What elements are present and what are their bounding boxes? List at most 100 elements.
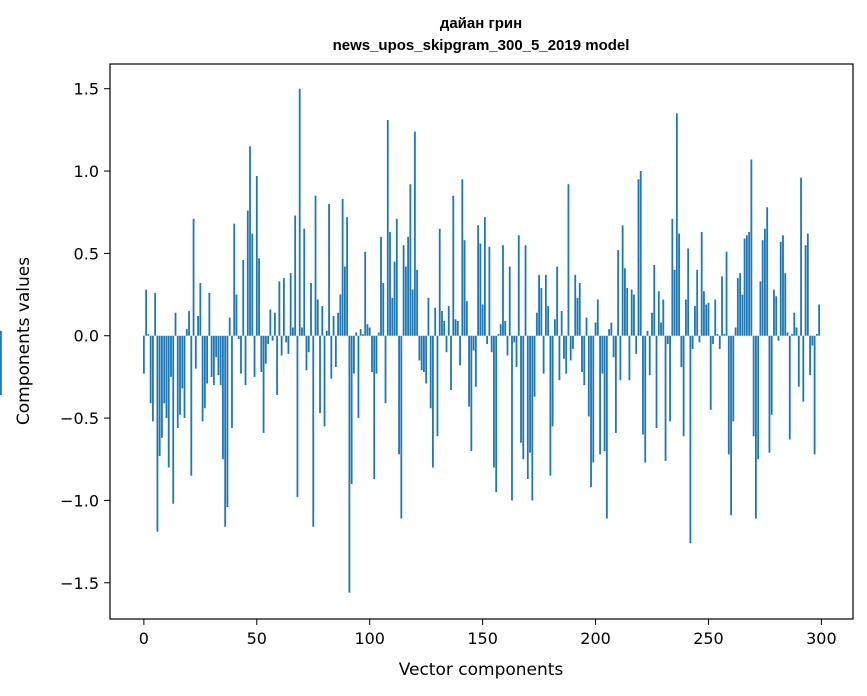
bar-32	[215, 335, 218, 358]
bar-197	[587, 335, 590, 417]
bar-173	[533, 335, 536, 397]
bar-132	[441, 311, 443, 336]
bar-221	[642, 335, 644, 435]
chart-subtitle: news_upos_skipgram_300_5_2019 model	[333, 37, 630, 54]
bar-65	[289, 273, 292, 336]
bar-259	[727, 335, 730, 455]
bar-105	[380, 236, 382, 336]
bar-277	[768, 335, 771, 453]
y-tick-label: −1.5	[60, 574, 99, 593]
bar-22	[192, 218, 195, 336]
bar-78	[319, 335, 321, 414]
y-tick-label: −0.5	[60, 409, 99, 428]
bar-128	[432, 335, 434, 468]
bar-189	[569, 335, 572, 361]
bar-248	[703, 291, 705, 336]
bar-126	[427, 297, 430, 336]
bar-113	[398, 335, 400, 455]
bar-166	[517, 235, 520, 336]
bar-53	[262, 335, 265, 433]
bar-121	[416, 269, 419, 336]
bar-74	[310, 283, 312, 336]
bar-87	[339, 294, 342, 336]
bar-205	[605, 335, 608, 519]
bar-2	[147, 334, 150, 336]
bar-162	[508, 266, 511, 336]
bar-257	[723, 334, 726, 336]
bar-185	[560, 311, 563, 336]
bar-287	[791, 334, 793, 336]
bar-8	[161, 335, 163, 438]
bar-251	[709, 335, 712, 410]
bar-210	[617, 250, 620, 336]
bar-265	[741, 294, 744, 336]
bar-165	[515, 335, 518, 368]
bar-12	[170, 335, 172, 377]
bar-108	[386, 119, 389, 336]
y-tick-label: −1.0	[60, 491, 99, 510]
bar-123	[420, 335, 423, 371]
bar-294	[806, 233, 809, 336]
y-tick-label: 1.5	[74, 80, 99, 99]
chart-title: дайан грин	[440, 15, 522, 32]
bar-279	[773, 289, 775, 336]
bar-261	[732, 335, 735, 422]
bar-24	[197, 315, 199, 336]
bar-149	[479, 243, 482, 336]
bar-13	[172, 335, 175, 504]
bar-249	[705, 304, 708, 336]
bar-147	[474, 335, 477, 387]
y-tick-label: 0.0	[74, 327, 99, 346]
bar-107	[384, 335, 387, 404]
bar-167	[520, 335, 522, 443]
bar-168	[522, 335, 525, 460]
bar-55	[267, 335, 269, 344]
bar-52	[260, 335, 263, 372]
x-tick-label: 50	[247, 629, 267, 648]
bar-151	[483, 217, 486, 336]
x-tick-label: 100	[354, 629, 385, 648]
bar-181	[551, 335, 554, 427]
bar-160	[504, 320, 507, 336]
bar-57	[271, 335, 274, 341]
bar-64	[287, 335, 290, 354]
bar-242	[689, 335, 692, 544]
bar-25	[199, 283, 202, 336]
bar-187	[565, 335, 568, 374]
bar-1	[145, 289, 148, 336]
bar-195	[583, 335, 586, 386]
bar-141	[461, 179, 464, 336]
bar-263	[736, 278, 739, 336]
bar-206	[608, 329, 610, 336]
bar-142	[463, 240, 466, 336]
bar-80	[323, 335, 326, 427]
bar-46	[246, 210, 249, 336]
x-tick-label: 250	[693, 629, 724, 648]
bar-11	[167, 335, 170, 468]
bar-95	[357, 335, 360, 419]
bar-7	[158, 335, 161, 456]
bar-230	[662, 299, 665, 336]
bar-99	[366, 324, 369, 336]
bar-191	[574, 274, 577, 336]
bar-120	[413, 131, 416, 336]
bar-93	[353, 335, 355, 374]
bar-144	[468, 335, 470, 407]
bar-31	[212, 335, 215, 386]
bar-30	[210, 335, 213, 377]
bar-253	[714, 299, 717, 336]
bar-203	[601, 335, 604, 374]
bar-224	[648, 335, 651, 376]
bar-92	[350, 335, 353, 484]
bar-193	[578, 283, 581, 336]
bar-10	[165, 335, 168, 419]
bar-153	[488, 246, 491, 336]
bar-88	[341, 199, 344, 336]
bar-245	[696, 269, 699, 336]
bar-172	[531, 335, 534, 501]
bar-272	[757, 335, 760, 460]
bar-175	[538, 274, 540, 336]
bar-72	[305, 335, 308, 371]
bar-44	[242, 259, 245, 336]
bar-234	[671, 218, 674, 336]
